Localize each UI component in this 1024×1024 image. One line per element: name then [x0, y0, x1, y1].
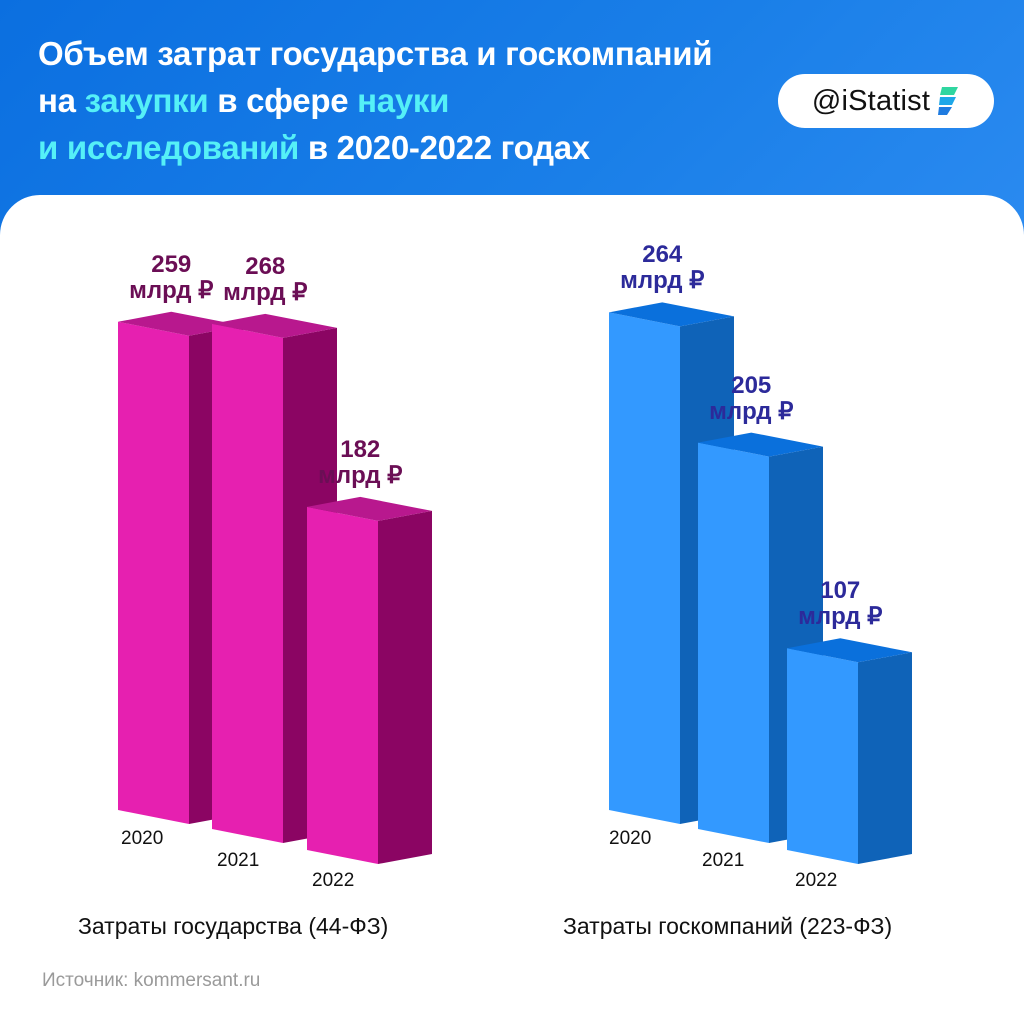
page-title: Объем затрат государства и госкомпаний н…	[38, 30, 713, 171]
title-line-2: на закупки в сфере науки	[38, 82, 450, 119]
header-banner: Объем затрат государства и госкомпаний н…	[0, 0, 1024, 230]
source-note: Источник: kommersant.ru	[42, 970, 261, 991]
group-label-state: Затраты государства (44-ФЗ)	[78, 913, 389, 939]
bar-2022	[787, 638, 912, 864]
year-label: 2022	[795, 870, 838, 891]
bar-2022	[307, 496, 432, 864]
year-label: 2021	[217, 850, 260, 871]
title-line-3: и исследований в 2020-2022 годах	[38, 129, 590, 166]
year-label: 2021	[702, 850, 745, 871]
leaf-logo-icon	[938, 87, 959, 115]
value-label: 107 млрд ₽	[798, 577, 883, 631]
group-label-companies: Затраты госкомпаний (223-ФЗ)	[563, 913, 893, 939]
value-label: 182 млрд ₽	[318, 435, 403, 489]
value-label: 264 млрд ₽	[620, 241, 705, 295]
value-label: 259 млрд ₽	[129, 250, 214, 304]
year-label: 2020	[121, 828, 164, 849]
value-label: 205 млрд ₽	[709, 371, 794, 425]
title-line-1: Объем затрат государства и госкомпаний	[38, 35, 713, 72]
brand-badge[interactable]: @iStatist	[778, 74, 994, 128]
year-label: 2020	[609, 828, 652, 849]
bar-2021	[698, 432, 823, 843]
brand-name: @iStatist	[811, 84, 931, 117]
year-label: 2022	[312, 870, 355, 891]
value-label: 268 млрд ₽	[223, 252, 308, 306]
